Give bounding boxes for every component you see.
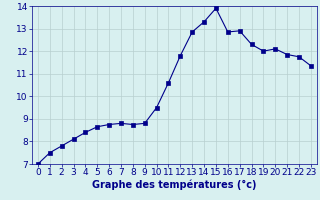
X-axis label: Graphe des températures (°c): Graphe des températures (°c)	[92, 180, 257, 190]
